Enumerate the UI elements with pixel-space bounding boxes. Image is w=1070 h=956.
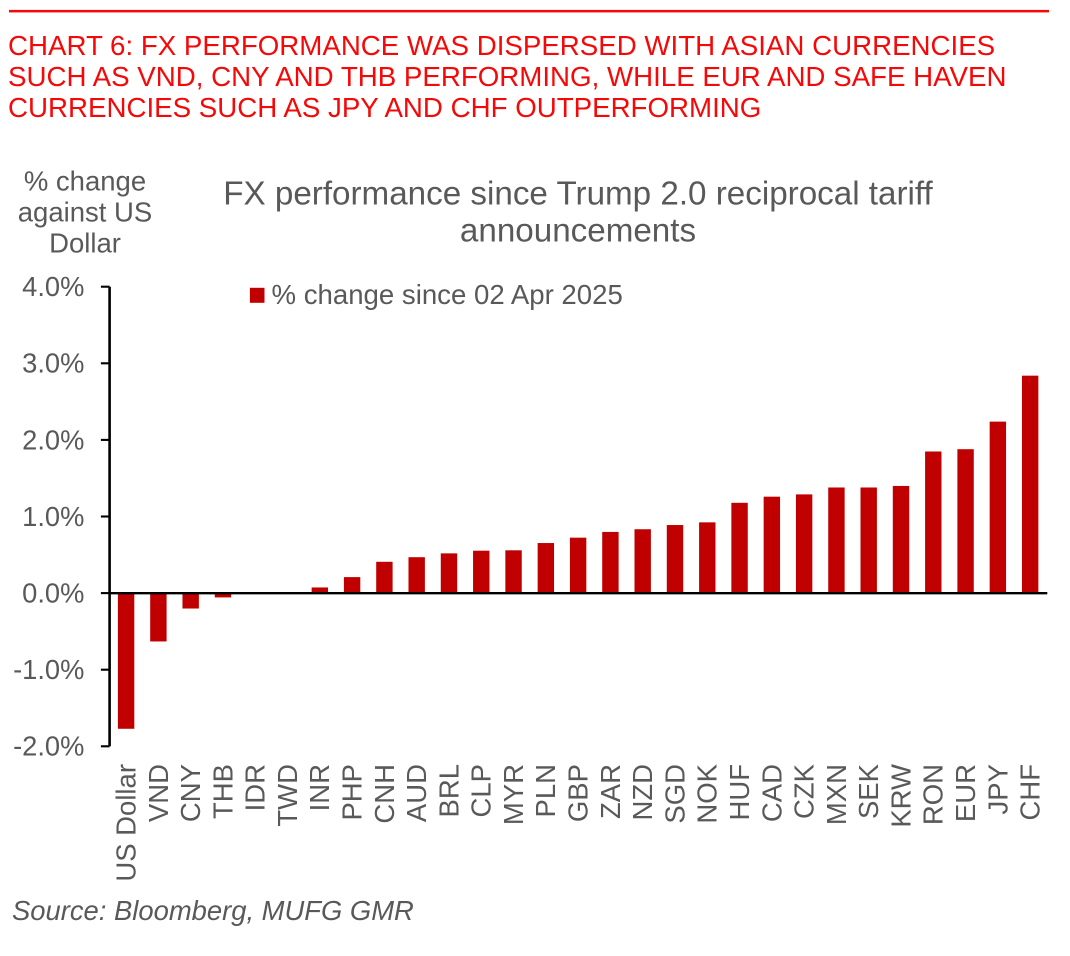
svg-text:-2.0%: -2.0% — [13, 731, 84, 762]
svg-text:SEK: SEK — [853, 763, 884, 819]
svg-text:ZAR: ZAR — [595, 764, 626, 819]
svg-text:CAD: CAD — [756, 764, 787, 822]
svg-text:PHP: PHP — [337, 764, 368, 821]
svg-text:1.0%: 1.0% — [22, 501, 84, 532]
svg-text:US Dollar: US Dollar — [111, 764, 142, 882]
svg-text:3.0%: 3.0% — [22, 348, 84, 379]
svg-text:SUCH AS VND, CNY AND THB PERFO: SUCH AS VND, CNY AND THB PERFORMING, WHI… — [8, 61, 1006, 92]
svg-text:Source: Bloomberg, MUFG GMR: Source: Bloomberg, MUFG GMR — [12, 895, 414, 926]
svg-text:GBP: GBP — [563, 764, 594, 822]
svg-text:THB: THB — [207, 764, 238, 819]
svg-text:2.0%: 2.0% — [22, 424, 84, 455]
svg-text:CHART 6: FX PERFORMANCE WAS DI: CHART 6: FX PERFORMANCE WAS DISPERSED WI… — [8, 30, 995, 61]
svg-text:% change since 02 Apr 2025: % change since 02 Apr 2025 — [272, 279, 623, 310]
svg-text:CHF: CHF — [1015, 764, 1046, 821]
svg-text:-1.0%: -1.0% — [13, 654, 84, 685]
svg-text:EUR: EUR — [950, 764, 981, 822]
svg-text:IDR: IDR — [240, 764, 271, 811]
svg-text:TWD: TWD — [272, 764, 303, 827]
svg-text:against US: against US — [18, 196, 153, 227]
svg-text:SGD: SGD — [659, 764, 690, 824]
svg-text:CNH: CNH — [369, 764, 400, 824]
svg-text:NZD: NZD — [627, 764, 658, 821]
svg-text:MXN: MXN — [821, 764, 852, 825]
svg-text:4.0%: 4.0% — [22, 271, 84, 302]
svg-text:Dollar: Dollar — [49, 227, 121, 258]
svg-text:PLN: PLN — [530, 764, 561, 818]
svg-text:INR: INR — [304, 764, 335, 811]
svg-text:CZK: CZK — [789, 763, 820, 819]
svg-text:CNY: CNY — [175, 764, 206, 822]
svg-text:% change: % change — [24, 165, 146, 196]
svg-text:RON: RON — [918, 764, 949, 825]
svg-text:CLP: CLP — [466, 764, 497, 818]
svg-text:0.0%: 0.0% — [22, 578, 84, 609]
svg-text:BRL: BRL — [433, 764, 464, 818]
svg-text:VND: VND — [143, 764, 174, 822]
svg-text:AUD: AUD — [401, 764, 432, 822]
svg-text:KRW: KRW — [885, 764, 916, 828]
svg-text:MYR: MYR — [498, 764, 529, 825]
svg-text:CURRENCIES SUCH AS JPY AND CHF: CURRENCIES SUCH AS JPY AND CHF OUTPERFOR… — [8, 92, 761, 123]
svg-text:NOK: NOK — [692, 763, 723, 823]
svg-text:JPY: JPY — [982, 764, 1013, 814]
svg-text:announcements: announcements — [460, 213, 696, 250]
svg-text:FX performance since Trump 2.0: FX performance since Trump 2.0 reciproca… — [223, 176, 933, 213]
svg-text:HUF: HUF — [724, 764, 755, 821]
